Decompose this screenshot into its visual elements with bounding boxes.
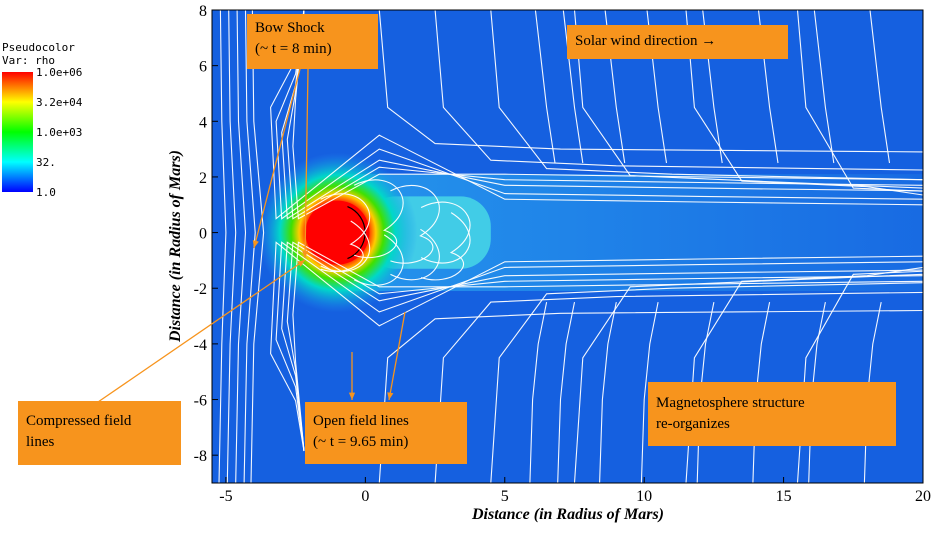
annotation-line: Bow Shock <box>255 20 325 36</box>
field-line <box>490 282 923 483</box>
field-line <box>320 193 371 273</box>
compressed-field-annotation: Compressed field lines <box>18 401 181 465</box>
annotation-line: Magnetosphere structure <box>656 395 805 411</box>
legend-tick-label: 1.0e+03 <box>36 126 83 139</box>
field-line <box>320 220 371 272</box>
annotation-line: re-organizes <box>656 416 730 432</box>
annotation-line: Solar wind direction → <box>575 33 717 49</box>
annotation-line: (~ t = 8 min) <box>255 41 332 57</box>
annotation-line: (~ t = 9.65 min) <box>313 434 409 450</box>
legend-tick-label: 1.0 <box>36 186 56 199</box>
field-line <box>490 10 923 181</box>
bow-shock-annotation: Bow Shock (~ t = 8 min) <box>247 14 378 69</box>
field-line <box>226 10 237 483</box>
field-line <box>275 241 923 452</box>
field-line <box>378 10 923 153</box>
field-line <box>869 10 891 164</box>
field-line <box>353 234 404 286</box>
field-line <box>573 10 923 189</box>
x-axis: -5 0 5 10 15 20 <box>219 477 931 505</box>
field-line <box>813 10 835 164</box>
field-line <box>286 241 923 452</box>
field-line <box>640 301 659 483</box>
y-tick-label: -2 <box>194 281 207 298</box>
arrow-head <box>297 260 305 267</box>
y-tick-label: 4 <box>199 114 207 131</box>
field-line <box>235 10 247 483</box>
x-axis-label: Distance (in Radius of Mars) <box>471 506 664 523</box>
x-tick-label: 10 <box>636 488 652 505</box>
x-tick-label: 20 <box>915 488 931 505</box>
legend-tick-label: 32. <box>36 156 56 169</box>
legend-tick-label: 3.2e+04 <box>36 96 83 109</box>
arrow-head <box>387 392 394 400</box>
y-tick-label: -4 <box>194 337 207 354</box>
field-line <box>434 10 923 171</box>
field-line <box>390 184 440 264</box>
field-line <box>292 241 923 452</box>
field-line <box>243 10 256 483</box>
annotation-line: Compressed field <box>26 413 132 429</box>
arrow-line <box>304 68 309 259</box>
field-line <box>796 10 923 204</box>
y-tick-label: -8 <box>194 448 207 465</box>
arrow-line <box>388 311 406 401</box>
annotation-line: Open field lines <box>313 413 409 429</box>
field-line <box>286 10 923 220</box>
solar-wind-annotation: Solar wind direction → <box>567 25 788 59</box>
field-line <box>353 179 404 259</box>
x-tick-label: -5 <box>219 488 232 505</box>
legend-title: Pseudocolor <box>2 41 75 54</box>
colorbar <box>2 72 33 192</box>
field-line <box>420 212 471 264</box>
arrow-head <box>302 250 309 258</box>
y-tick-label: -6 <box>194 393 207 410</box>
field-line <box>534 10 556 164</box>
field-line <box>218 10 227 483</box>
field-line <box>434 291 923 483</box>
terminator-arc <box>347 206 366 260</box>
field-line <box>270 241 923 452</box>
field-line <box>292 10 923 220</box>
arrow-line <box>253 68 301 249</box>
mars-body <box>305 200 370 265</box>
field-line <box>250 10 265 483</box>
magnetosphere-annotation: Magnetosphere structure re-organizes <box>648 382 896 446</box>
field-line <box>557 301 576 483</box>
field-line <box>529 301 548 483</box>
x-tick-label: 15 <box>776 488 792 505</box>
y-tick-label: 8 <box>199 3 207 20</box>
field-line <box>573 273 923 483</box>
open-field-annotation: Open field lines (~ t = 9.65 min) <box>305 402 467 464</box>
annotation-arrows <box>97 68 406 403</box>
legend-variable: Var: rho <box>2 54 55 67</box>
arrow-head <box>348 392 356 400</box>
field-line <box>390 228 440 281</box>
field-line <box>275 10 923 220</box>
y-tick-label: 2 <box>199 170 207 187</box>
field-line <box>378 309 923 483</box>
annotation-line: lines <box>26 434 55 450</box>
x-tick-label: 5 <box>501 488 509 505</box>
arrow-head <box>252 240 259 248</box>
arrow-line <box>97 259 306 403</box>
y-tick-label: 6 <box>199 59 207 76</box>
y-axis: 8 6 4 2 0 -2 -4 -6 -8 <box>194 3 218 465</box>
plot-frame <box>211 9 924 484</box>
legend-tick-label: 1.0e+06 <box>36 66 83 79</box>
y-axis-label: Distance (in Radius of Mars) <box>167 150 184 343</box>
field-line <box>599 301 617 483</box>
field-line <box>420 201 471 281</box>
y-tick-label: 0 <box>199 226 207 243</box>
x-tick-label: 0 <box>361 488 369 505</box>
